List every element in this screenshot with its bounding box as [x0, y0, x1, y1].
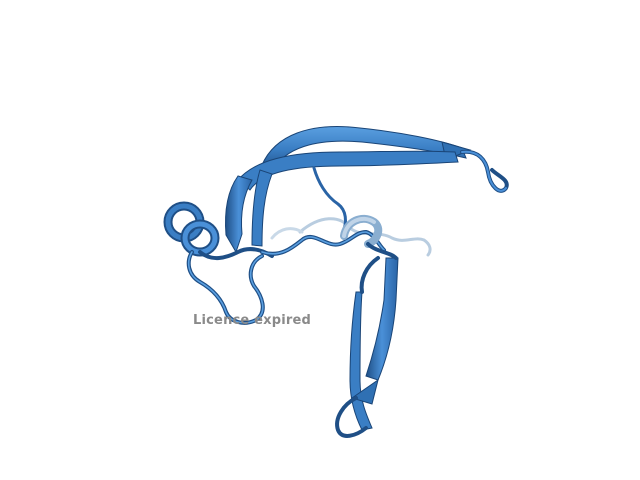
- beta-strand-top-upper: [261, 126, 467, 173]
- coil-segment: [366, 242, 398, 260]
- alpha-helix-left: [163, 201, 220, 257]
- beta-strand-arrow: [350, 378, 379, 405]
- coil-segment: [359, 256, 380, 294]
- coil-segment: [312, 166, 347, 236]
- hairpin-turn-loop: [335, 396, 368, 438]
- coil-faded-segment: [270, 227, 304, 240]
- beta-strand-left-1: [225, 175, 253, 254]
- beta-strand-top-lower: [237, 150, 459, 191]
- beta-strand-lower-1: [365, 257, 399, 381]
- licence-watermark: Licence expired: [193, 313, 312, 328]
- hairpin-turn-loop: [460, 149, 509, 193]
- coil-faded-segment: [298, 217, 432, 257]
- beta-strand-lower-2: [349, 291, 373, 431]
- beta-strand-left-2: [251, 169, 273, 247]
